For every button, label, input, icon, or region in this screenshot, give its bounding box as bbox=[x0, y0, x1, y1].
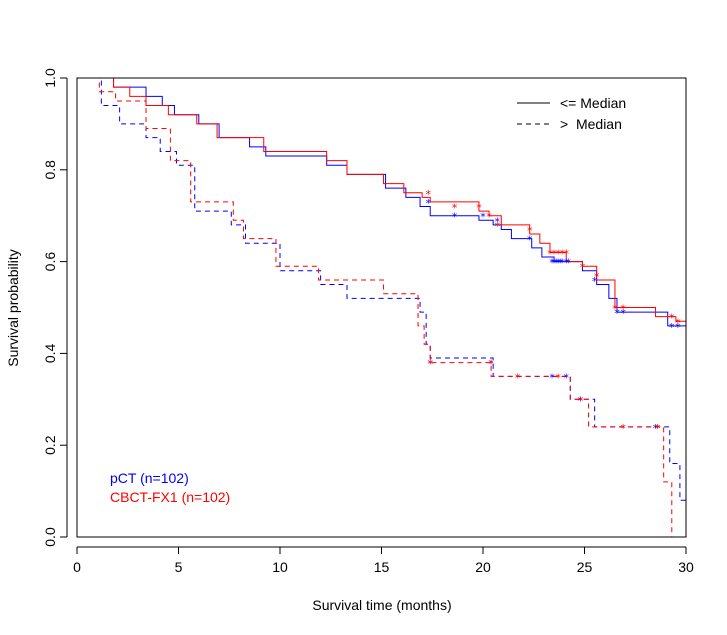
x-tick-label-4: 20 bbox=[475, 559, 491, 575]
censor-mark-3-3: * bbox=[555, 371, 561, 384]
censor-mark-0-12: * bbox=[566, 257, 572, 270]
series-line-0-solid bbox=[77, 77, 687, 340]
censor-mark-2-2: * bbox=[549, 371, 555, 384]
censor-mark-3-4: * bbox=[578, 394, 584, 407]
censor-mark-0-14: * bbox=[614, 307, 620, 320]
censor-mark-3-5: * bbox=[620, 422, 626, 435]
series-line-1-solid bbox=[77, 77, 687, 331]
censor-mark-0-1: * bbox=[452, 211, 458, 224]
x-tick-label-2: 10 bbox=[272, 559, 288, 575]
censor-mark-0-16: * bbox=[669, 321, 675, 334]
y-tick-label-2: 0.4 bbox=[42, 343, 58, 363]
censor-mark-1-7: * bbox=[551, 247, 557, 260]
censor-mark-0-13: * bbox=[592, 275, 598, 288]
censor-mark-1-14: * bbox=[620, 303, 626, 316]
group-label-cbct: CBCT-FX1 (n=102) bbox=[110, 489, 230, 505]
y-tick-label-3: 0.6 bbox=[42, 252, 58, 272]
legend-label-solid: <= Median bbox=[560, 95, 626, 111]
censor-mark-0-5: * bbox=[549, 257, 555, 270]
series-lines bbox=[77, 77, 687, 538]
legend: <= Median > Median bbox=[517, 95, 626, 132]
censor-mark-2-0: * bbox=[427, 358, 433, 371]
censor-mark-1-16: * bbox=[675, 316, 681, 329]
censor-mark-0-7: * bbox=[553, 257, 559, 270]
censor-mark-0-3: * bbox=[494, 215, 500, 228]
y-tick-label-5: 1.0 bbox=[42, 68, 58, 88]
censor-mark-0-11: * bbox=[563, 257, 569, 270]
censor-mark-1-1: * bbox=[452, 202, 458, 215]
censor-mark-2-3: * bbox=[563, 371, 569, 384]
plot-frame bbox=[76, 77, 687, 538]
censor-mark-1-10: * bbox=[563, 247, 569, 260]
censor-mark-3-0: * bbox=[427, 358, 433, 371]
censor-mark-1-15: * bbox=[669, 312, 675, 325]
group-labels: pCT (n=102) CBCT-FX1 (n=102) bbox=[110, 470, 230, 505]
censor-mark-3-6: * bbox=[655, 422, 661, 435]
censor-mark-0-17: * bbox=[675, 321, 681, 334]
group-label-pct: pCT (n=102) bbox=[110, 470, 189, 486]
y-tick-label-1: 0.2 bbox=[42, 435, 58, 455]
censor-mark-3-2: * bbox=[515, 371, 521, 384]
series-line-3-dashed bbox=[77, 77, 686, 538]
y-axis-title: Survival probability bbox=[5, 249, 21, 367]
censor-mark-1-12: * bbox=[594, 270, 600, 283]
censor-mark-1-6: * bbox=[547, 247, 553, 260]
censor-mark-0-6: * bbox=[551, 257, 557, 270]
censor-mark-2-5: * bbox=[653, 422, 659, 435]
censor-mark-1-2: * bbox=[476, 202, 482, 215]
x-tick-label-1: 5 bbox=[175, 559, 183, 575]
series-line-2-dashed bbox=[77, 77, 686, 501]
x-tick-label-6: 30 bbox=[678, 559, 694, 575]
x-tick-label-5: 25 bbox=[577, 559, 593, 575]
censor-mark-0-9: * bbox=[557, 257, 563, 270]
censor-mark-1-8: * bbox=[555, 247, 561, 260]
censor-mark-2-4: * bbox=[578, 394, 584, 407]
censor-mark-1-5: * bbox=[527, 224, 533, 237]
legend-label-dashed: > Median bbox=[560, 116, 622, 132]
x-axis-title: Survival time (months) bbox=[312, 597, 451, 613]
censor-mark-2-1: * bbox=[488, 358, 494, 371]
censor-mark-1-11: * bbox=[580, 261, 586, 274]
censor-mark-1-0: * bbox=[425, 188, 431, 201]
axes: 0 5 10 15 20 25 30 0.0 0.2 0.4 0.6 0.8 1.0 bbox=[42, 68, 694, 575]
y-tick-label-0: 0.0 bbox=[42, 527, 58, 547]
censor-mark-0-10: * bbox=[559, 257, 565, 270]
censor-marks: ** * ************ ** *** *** ********* ** ** ** **… bbox=[425, 188, 681, 435]
censor-mark-3-1: * bbox=[488, 358, 494, 371]
censor-mark-0-8: * bbox=[555, 257, 561, 270]
y-tick-label-4: 0.8 bbox=[42, 160, 58, 180]
x-tick-label-0: 0 bbox=[73, 559, 81, 575]
censor-mark-0-0: * bbox=[425, 197, 431, 210]
censor-mark-1-13: * bbox=[612, 303, 618, 316]
censor-mark-0-2: * bbox=[480, 211, 486, 224]
censor-mark-0-4: * bbox=[527, 234, 533, 247]
x-tick-label-3: 15 bbox=[374, 559, 390, 575]
censor-mark-1-3: * bbox=[486, 211, 492, 224]
censor-mark-1-4: * bbox=[494, 220, 500, 233]
censor-mark-1-9: * bbox=[559, 247, 565, 260]
censor-mark-0-15: * bbox=[620, 307, 626, 320]
